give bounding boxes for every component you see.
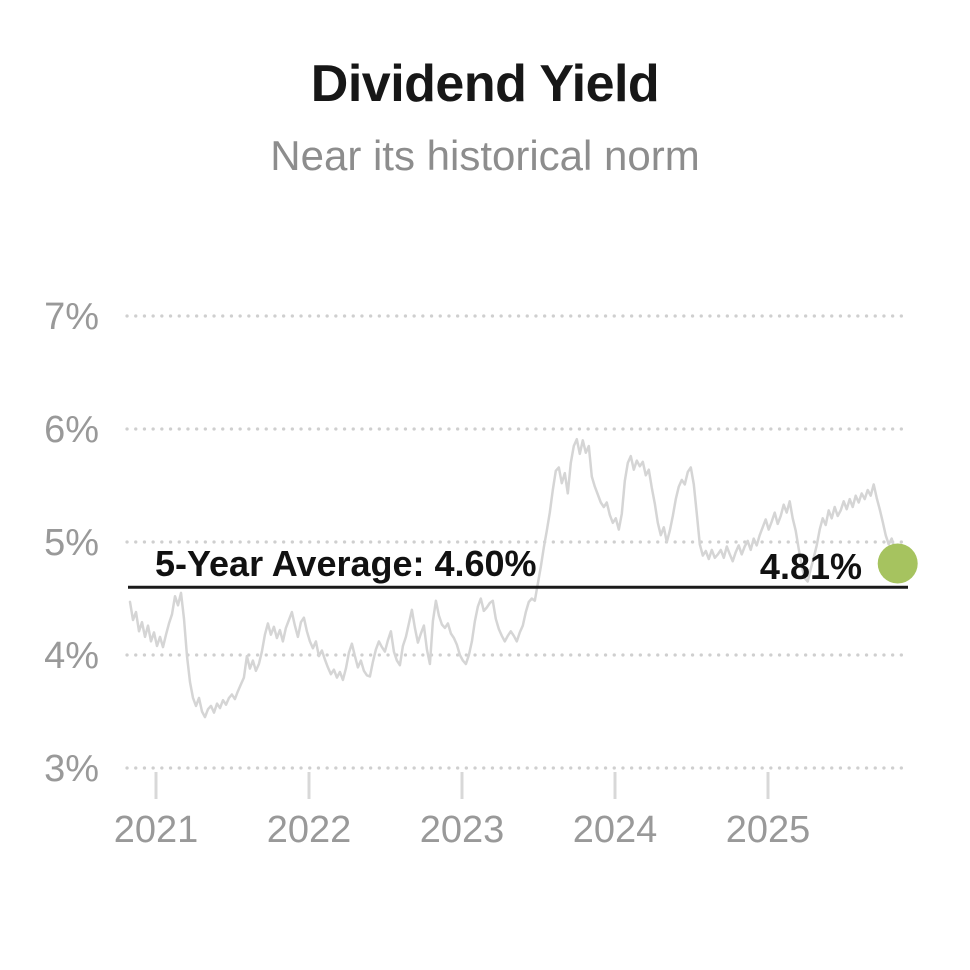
average-label: 5-Year Average: 4.60% [155,543,537,584]
y-tick-label-7%: 7% [44,296,99,338]
x-tick-label-2022: 2022 [267,809,352,851]
page-title: Dividend Yield [311,55,659,113]
x-axis: 2021 2022 2023 2024 2025 [114,772,811,851]
current-value-label: 4.81% [760,546,862,587]
x-tick-label-2025: 2025 [726,809,811,851]
dividend-yield-line [128,437,899,719]
y-gridlines [125,314,909,770]
y-axis-labels: 7% 6% 5% 4% 3% [44,296,99,790]
x-tick-label-2021: 2021 [114,809,199,851]
current-value-dot [877,543,918,584]
x-tick-label-2023: 2023 [420,809,505,851]
y-tick-label-3%: 3% [44,748,99,790]
x-tick-label-2024: 2024 [573,809,658,851]
y-tick-label-5%: 5% [44,522,99,564]
y-tick-label-6%: 6% [44,409,99,451]
y-tick-label-4%: 4% [44,635,99,677]
page-subtitle: Near its historical norm [270,132,699,179]
